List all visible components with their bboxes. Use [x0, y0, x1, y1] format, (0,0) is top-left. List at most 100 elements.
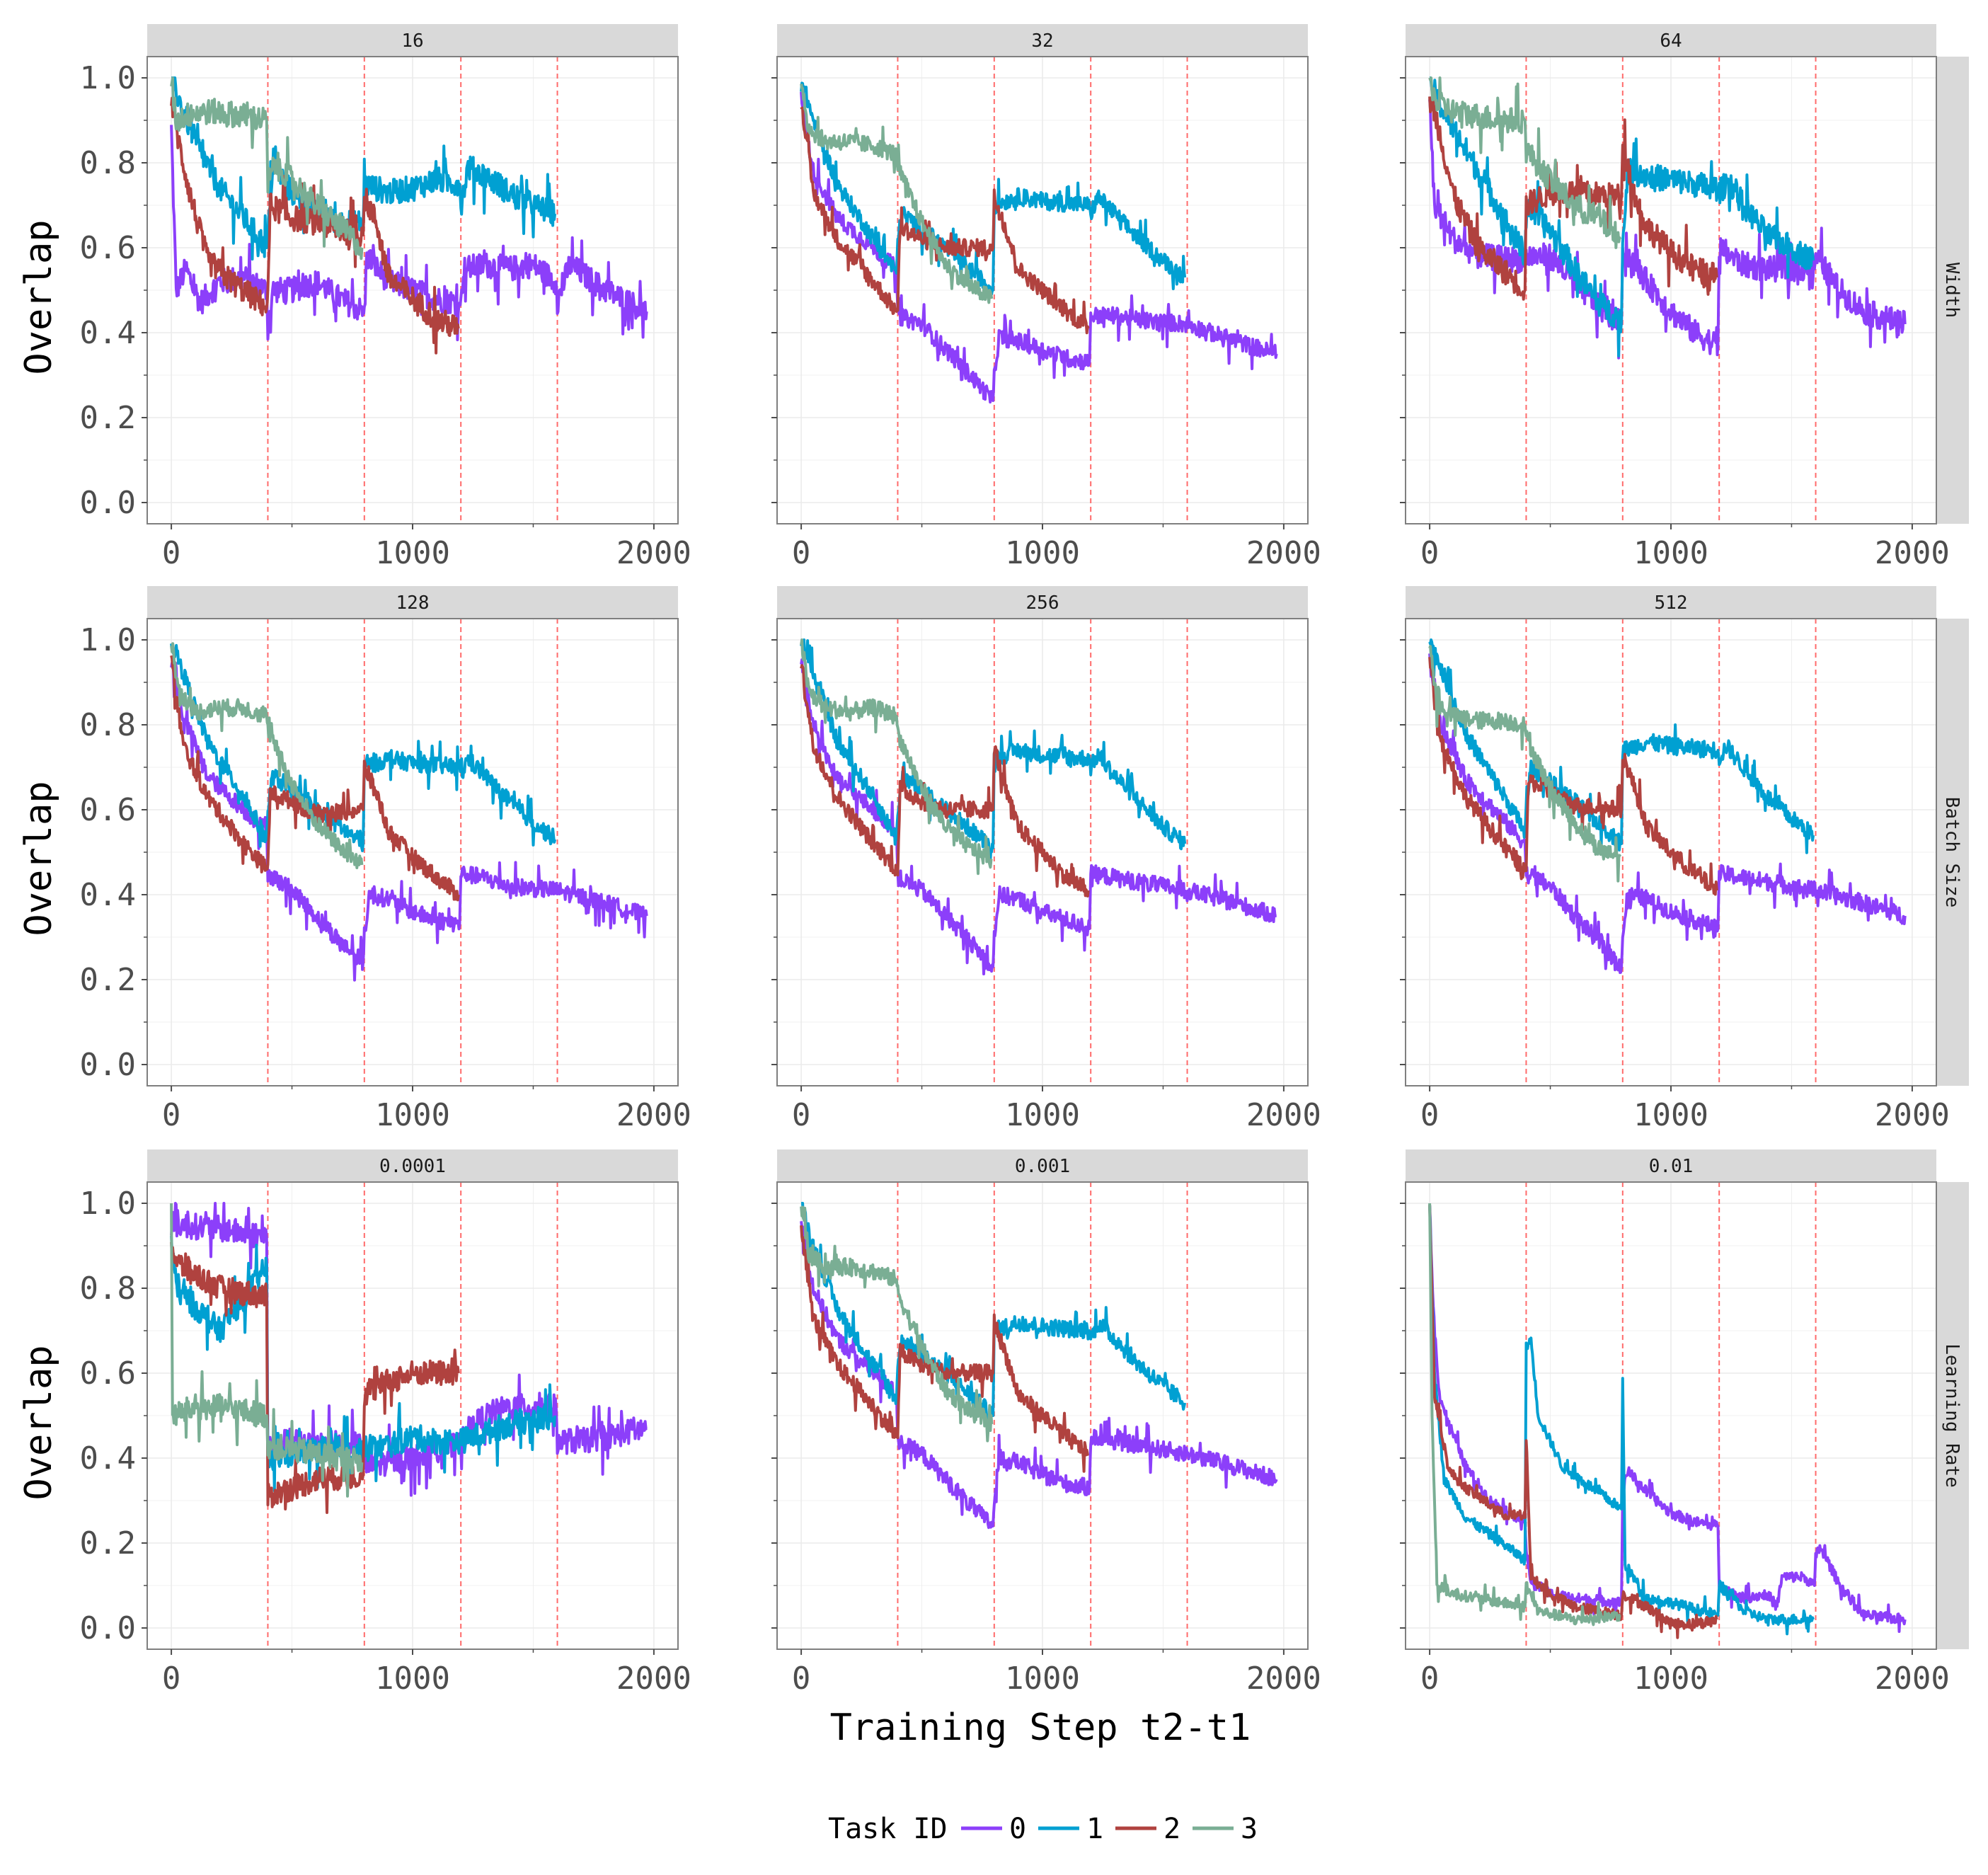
series-line-task-1	[800, 81, 1187, 297]
facet-strip	[147, 1149, 678, 1182]
facet-strip-label: 512	[1655, 592, 1688, 614]
x-tick-label: 2000	[616, 535, 691, 571]
y-axis-title-row-2: Overlap	[18, 1345, 60, 1500]
y-tick-label: 1.0	[80, 1186, 136, 1222]
series-line-task-2	[170, 96, 460, 355]
series-line-task-1	[1429, 76, 1815, 357]
series-line-task-3	[170, 642, 364, 869]
series-line-task-1	[170, 643, 557, 852]
series-line-task-0	[800, 1221, 1278, 1530]
y-tick-label: 0.6	[80, 1355, 136, 1392]
series-line-task-1	[800, 638, 1187, 868]
x-tick-label: 1000	[1005, 1661, 1080, 1697]
x-axis-title: Training Step t2-t1	[830, 1707, 1251, 1749]
y-tick-label: 0.2	[80, 962, 136, 998]
series-line-task-2	[1428, 1205, 1718, 1639]
x-tick-label: 0	[162, 1661, 181, 1697]
facet-strip	[777, 24, 1308, 57]
y-axis-title-row-0: Overlap	[18, 219, 60, 374]
y-tick-label: 0.6	[80, 792, 136, 828]
row-strip-label: Width	[1941, 263, 1963, 318]
facet-strip	[147, 24, 678, 57]
row-strip	[1936, 1182, 1969, 1649]
x-tick-label: 2000	[1875, 535, 1950, 571]
series-line-task-1	[1428, 1205, 1815, 1636]
x-tick-label: 1000	[1633, 1661, 1708, 1697]
y-tick-label: 0.6	[80, 230, 136, 266]
x-tick-label: 2000	[1875, 1097, 1950, 1133]
x-tick-label: 0	[162, 1097, 181, 1133]
facet-strip-label: 256	[1026, 592, 1059, 614]
x-tick-label: 0	[792, 1097, 811, 1133]
y-tick-label: 0.4	[80, 1440, 136, 1477]
facet-strip-label: 0.01	[1649, 1156, 1694, 1177]
y-tick-label: 0.0	[80, 1047, 136, 1083]
x-tick-label: 2000	[1246, 1097, 1321, 1133]
x-tick-label: 2000	[1246, 1661, 1321, 1697]
x-tick-label: 1000	[375, 535, 450, 571]
y-tick-label: 1.0	[80, 622, 136, 658]
facet-strip-label: 32	[1031, 30, 1053, 52]
series-line-task-2	[800, 664, 1090, 898]
series-line-task-3	[1428, 1203, 1621, 1627]
legend-title: Task ID	[828, 1813, 948, 1845]
series-line-task-3	[1428, 645, 1622, 883]
x-tick-label: 0	[792, 1661, 811, 1697]
x-tick-label: 0	[1420, 1097, 1440, 1133]
series-line-task-3	[800, 1205, 994, 1443]
y-tick-label: 0.8	[80, 1271, 136, 1307]
x-tick-label: 1000	[375, 1661, 450, 1697]
series-line-task-0	[1428, 99, 1907, 360]
panel-0.01: 0.01 Learning Rate 0 1000 2000	[1400, 1149, 1969, 1697]
facet-strip	[777, 586, 1308, 619]
series-line-task-2	[800, 1225, 1090, 1473]
y-tick-label: 1.0	[80, 60, 136, 96]
facet-strip-label: 128	[396, 592, 430, 614]
y-tick-label: 0.4	[80, 877, 136, 913]
facet-strip	[1406, 586, 1936, 619]
x-tick-label: 0	[1420, 535, 1440, 571]
series-line-task-2	[170, 1242, 460, 1514]
x-tick-label: 1000	[1005, 535, 1080, 571]
panel-32: 32 0 1000 2000	[771, 24, 1321, 571]
x-tick-label: 2000	[1246, 535, 1321, 571]
facet-strip	[1406, 24, 1936, 57]
facet-strip-label: 64	[1660, 30, 1682, 52]
x-tick-label: 2000	[616, 1097, 691, 1133]
panels-group: 16 0 1000 2000 0.0 0.2 0.4 0.6 0.8 1.0 32 0 1000 2000…	[80, 24, 1969, 1697]
x-tick-label: 2000	[1875, 1661, 1950, 1697]
panel-128: 128 0 1000 2000 0.0 0.2 0.4 0.6 0.8 1.0	[80, 586, 691, 1133]
panel-512: 512 Batch Size 0 1000 2000	[1400, 586, 1969, 1133]
series-line-task-3	[170, 1203, 364, 1498]
y-tick-label: 0.8	[80, 707, 136, 743]
x-tick-label: 1000	[1633, 535, 1708, 571]
series-line-task-2	[170, 655, 460, 902]
facet-strip-label: 0.0001	[379, 1156, 446, 1177]
series-line-task-1	[1428, 638, 1815, 854]
series-line-task-2	[1428, 657, 1718, 896]
row-strip	[1936, 619, 1969, 1086]
row-strip	[1936, 57, 1969, 524]
facet-strip	[1406, 1149, 1936, 1182]
x-tick-label: 1000	[375, 1097, 450, 1133]
series-line-task-3	[800, 84, 994, 304]
series-line-task-3	[1428, 76, 1622, 249]
x-tick-label: 1000	[1005, 1097, 1080, 1133]
y-tick-label: 0.2	[80, 400, 136, 436]
facet-strip	[777, 1149, 1308, 1182]
x-tick-label: 0	[1420, 1661, 1440, 1697]
row-strip-label: Batch Size	[1941, 797, 1963, 908]
x-tick-label: 0	[792, 535, 811, 571]
legend-label-task-2: 2	[1164, 1813, 1180, 1845]
panel-0.0001: 0.0001 0 1000 2000 0.0 0.2 0.4 0.6 0.8 1.0	[80, 1149, 691, 1697]
row-strip-label: Learning Rate	[1941, 1343, 1963, 1488]
series-line-task-0	[170, 1202, 648, 1497]
x-tick-label: 0	[162, 535, 181, 571]
legend-label-task-1: 1	[1086, 1813, 1103, 1845]
y-tick-label: 0.2	[80, 1525, 136, 1561]
panel-0.001: 0.001 0 1000 2000	[771, 1149, 1321, 1697]
series-line-task-1	[800, 1202, 1187, 1422]
y-tick-label: 0.0	[80, 1610, 136, 1646]
x-tick-label: 2000	[616, 1661, 691, 1697]
series-line-task-2	[800, 106, 1090, 335]
